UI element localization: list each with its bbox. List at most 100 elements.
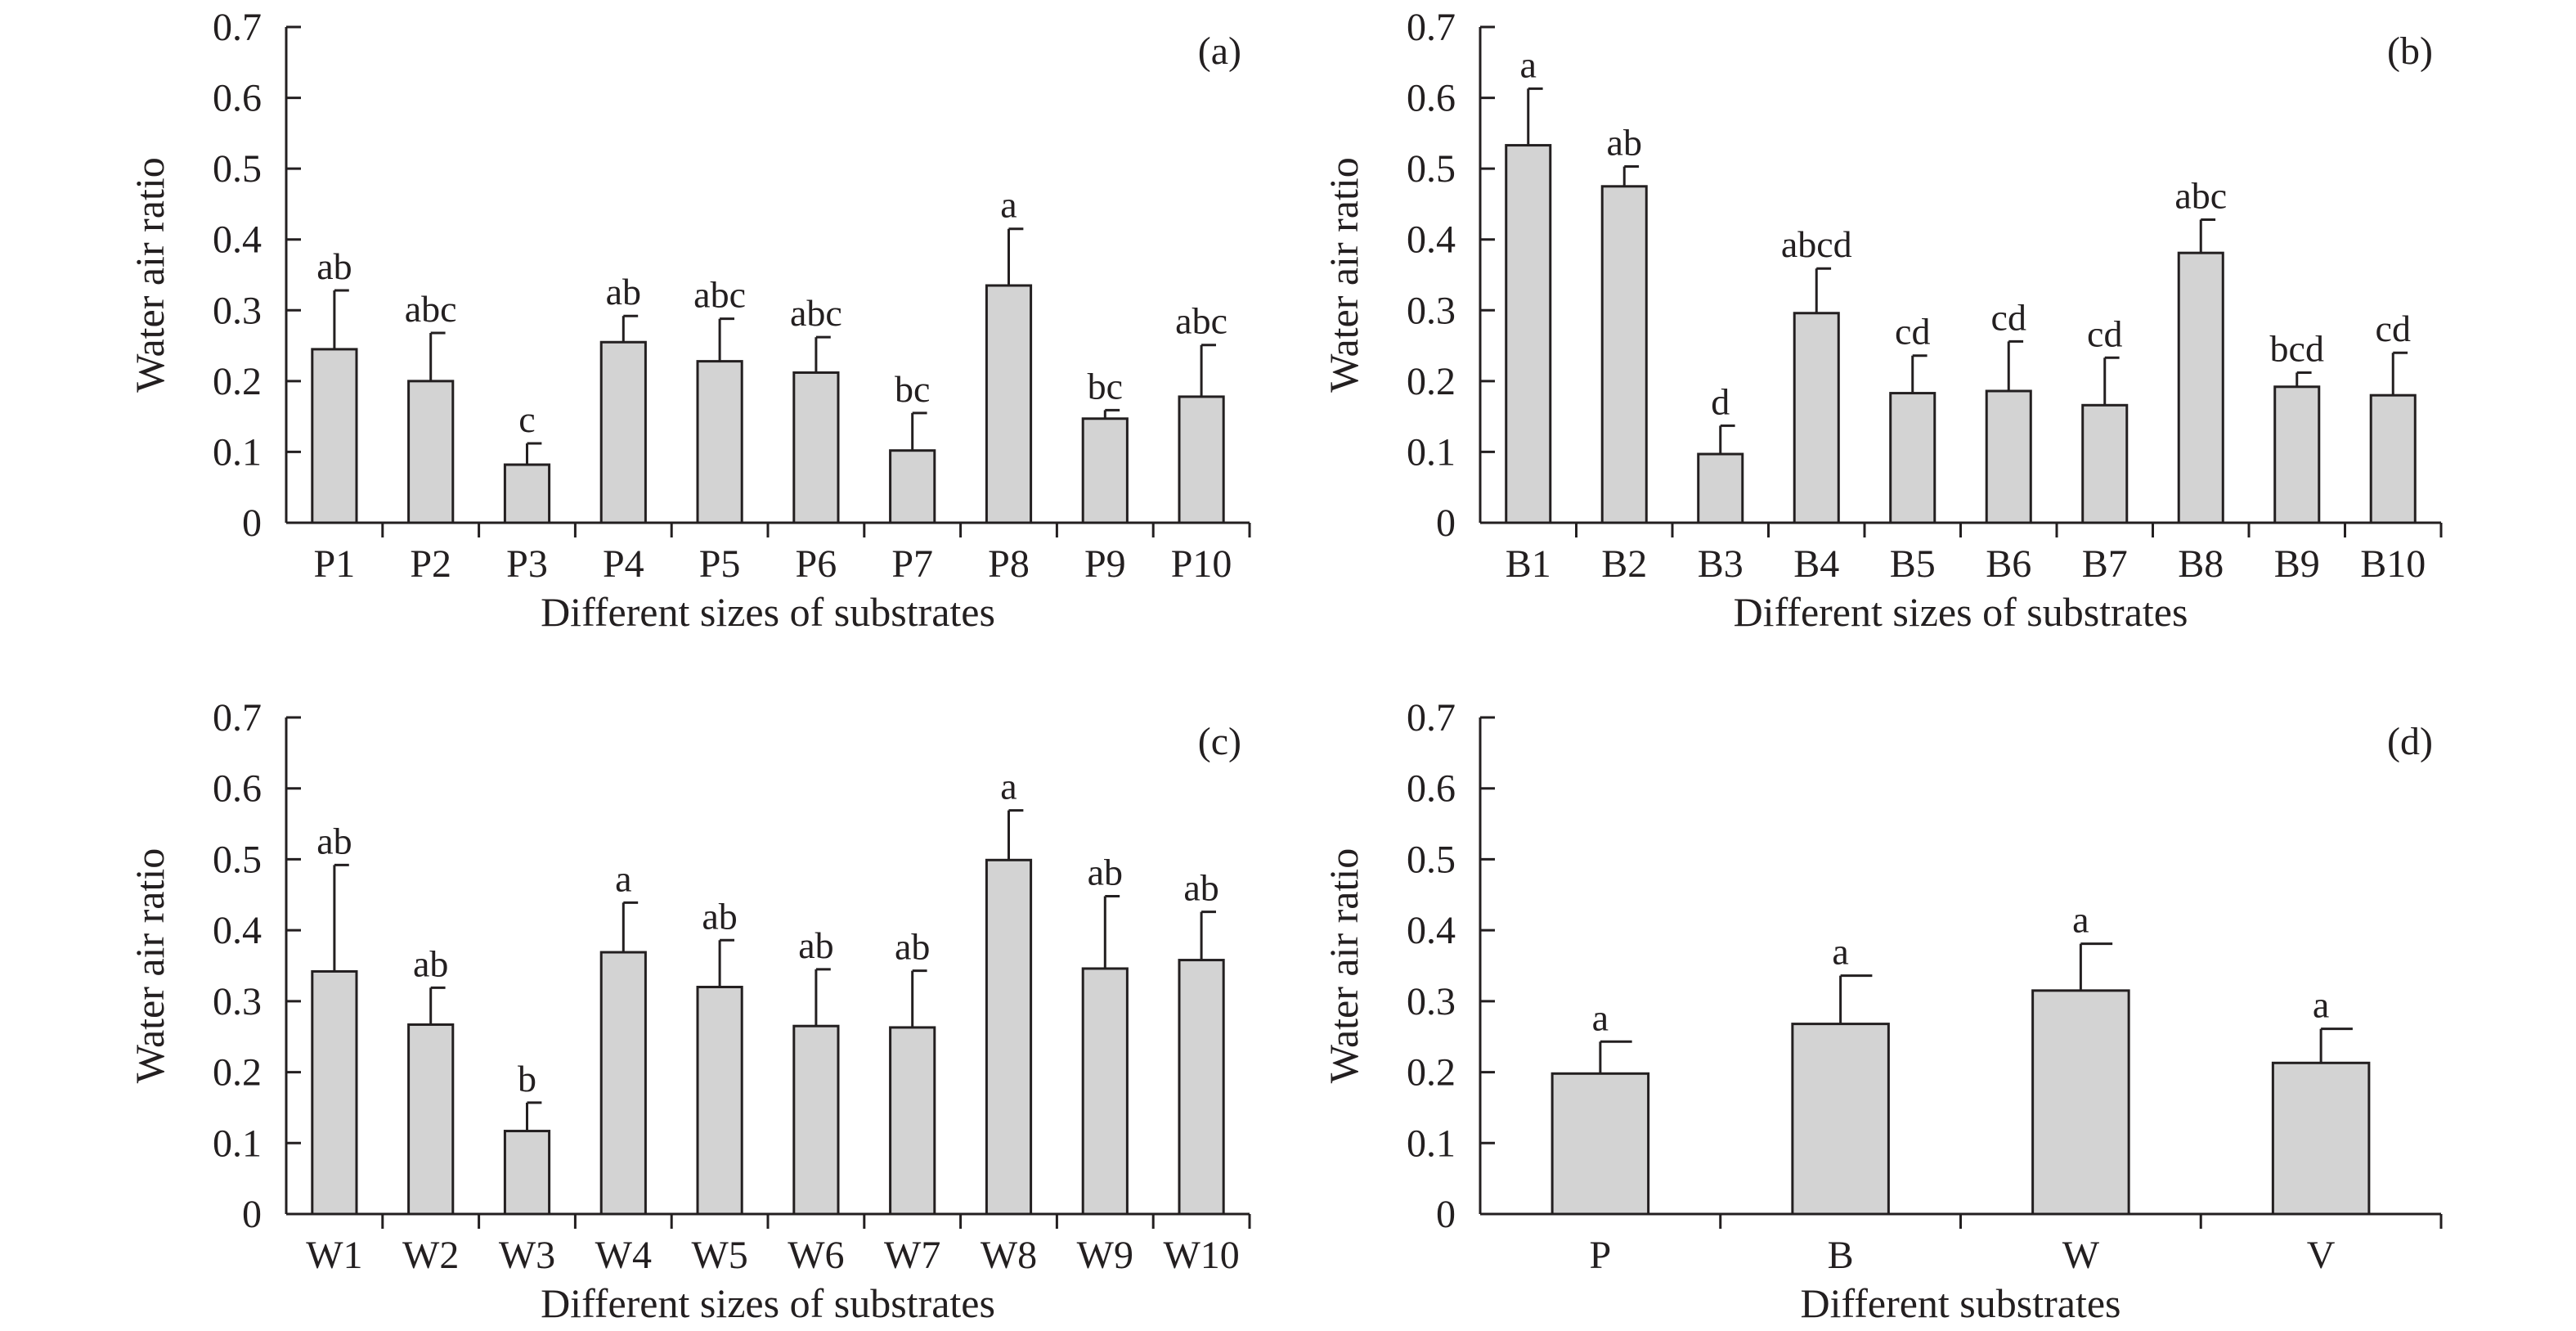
- bar: [696, 360, 743, 524]
- x-tick-label: W4: [595, 1234, 652, 1277]
- bar: [2081, 403, 2129, 524]
- significance-label: a: [1000, 184, 1016, 226]
- bar: [889, 449, 936, 524]
- x-tick-label: W8: [981, 1234, 1037, 1277]
- bar: [503, 1130, 551, 1216]
- bar: [1081, 967, 1129, 1216]
- bar: [985, 284, 1033, 524]
- bar: [2273, 385, 2321, 524]
- significance-label: a: [1000, 766, 1016, 807]
- x-tick-label: B4: [1793, 542, 1839, 586]
- bar: [1697, 452, 1744, 524]
- bar: [2271, 1061, 2371, 1216]
- panel-d: 0 0.1 0.2 0.3 0.4 0.5 0.6 0.7 a Pa Ba Wa V Different …: [1321, 696, 2443, 1326]
- x-tick-label: W9: [1077, 1234, 1133, 1277]
- y-tick-label: 0: [242, 1193, 262, 1236]
- bar: [1985, 389, 2032, 524]
- significance-label: a: [615, 857, 631, 899]
- significance-label: b: [518, 1058, 536, 1099]
- panel-label: (a): [1198, 29, 1241, 73]
- significance-label: ab: [895, 926, 930, 968]
- x-axis-title: Different substrates: [1800, 1280, 2120, 1326]
- y-tick-label: 0.7: [213, 696, 262, 740]
- significance-label: abcd: [1781, 223, 1852, 265]
- bar: [1081, 417, 1129, 524]
- x-tick-label: P: [1590, 1234, 1612, 1277]
- bar: [1505, 144, 1552, 524]
- y-tick-label: 0.6: [213, 77, 262, 120]
- y-tick-label: 0.6: [1407, 767, 1456, 811]
- y-tick-label: 0.7: [1407, 696, 1456, 740]
- significance-label: abc: [1175, 300, 1227, 342]
- significance-label: bc: [1088, 365, 1123, 407]
- x-tick-label: P7: [891, 542, 933, 586]
- y-tick-label: 0.4: [213, 909, 262, 952]
- x-tick-label: B5: [1890, 542, 1936, 586]
- significance-label: a: [1520, 43, 1537, 85]
- bar: [599, 340, 647, 524]
- y-tick-label: 0.4: [213, 218, 262, 262]
- bar: [1551, 1072, 1650, 1216]
- significance-label: ab: [1607, 122, 1642, 164]
- significance-label: abc: [693, 274, 746, 316]
- y-tick-label: 0.1: [213, 1122, 262, 1165]
- x-tick-label: B2: [1601, 542, 1647, 586]
- significance-label: cd: [2376, 308, 2411, 349]
- bar: [503, 463, 551, 524]
- y-axis-title: Water air ratio: [127, 157, 173, 392]
- bar: [889, 1026, 936, 1216]
- y-tick-label: 0.1: [213, 430, 262, 474]
- x-tick-label: W7: [884, 1234, 940, 1277]
- y-tick-label: 0.4: [1407, 218, 1456, 262]
- bar: [1791, 1023, 1890, 1216]
- y-tick-label: 0.7: [1407, 6, 1456, 49]
- significance-label: a: [1592, 996, 1609, 1038]
- panel-label: (c): [1198, 720, 1241, 763]
- significance-label: abc: [405, 288, 457, 330]
- bar: [599, 951, 647, 1216]
- y-tick-label: 0.3: [213, 980, 262, 1023]
- y-tick-label: 0.7: [213, 6, 262, 49]
- x-tick-label: B6: [1986, 542, 2031, 586]
- x-tick-label: W6: [788, 1234, 844, 1277]
- y-axis-title: Water air ratio: [1321, 848, 1367, 1083]
- x-tick-label: B: [1828, 1234, 1854, 1277]
- y-tick-label: 0.5: [1407, 838, 1456, 881]
- x-axis-title: Different sizes of substrates: [541, 589, 995, 635]
- x-tick-label: W2: [402, 1234, 459, 1277]
- x-tick-label: W5: [691, 1234, 747, 1277]
- significance-label: cd: [1895, 311, 1930, 353]
- significance-label: d: [1711, 380, 1730, 422]
- x-tick-label: P2: [410, 542, 451, 586]
- bar: [1600, 185, 1648, 524]
- x-tick-label: B8: [2178, 542, 2224, 586]
- x-tick-label: P6: [796, 542, 837, 586]
- significance-label: ab: [702, 895, 737, 937]
- y-tick-label: 0: [242, 501, 262, 545]
- panel-c: 0 0.1 0.2 0.3 0.4 0.5 0.6 0.7 ab W1 ab W2 b W3 a W4 ab W5…: [127, 696, 1251, 1326]
- significance-label: c: [518, 398, 535, 440]
- y-tick-label: 0.5: [1407, 147, 1456, 191]
- x-tick-label: P3: [506, 542, 548, 586]
- x-axis-title: Different sizes of substrates: [1734, 589, 2188, 635]
- y-tick-label: 0.5: [213, 838, 262, 881]
- y-axis-title: Water air ratio: [127, 848, 173, 1083]
- significance-label: a: [2072, 899, 2089, 941]
- y-tick-label: 0.5: [213, 147, 262, 191]
- y-tick-label: 0.2: [1407, 360, 1456, 403]
- x-tick-label: W: [2062, 1234, 2100, 1277]
- x-tick-label: B10: [2360, 542, 2426, 586]
- x-tick-label: P4: [603, 542, 644, 586]
- bar: [1793, 312, 1840, 524]
- significance-label: ab: [316, 820, 352, 861]
- x-tick-label: P9: [1084, 542, 1126, 586]
- y-tick-label: 0.2: [1407, 1051, 1456, 1095]
- x-tick-label: B7: [2082, 542, 2128, 586]
- x-tick-label: P10: [1171, 542, 1232, 586]
- bar: [407, 380, 455, 524]
- significance-label: cd: [1991, 296, 2026, 338]
- x-tick-label: W1: [306, 1234, 362, 1277]
- bar: [311, 348, 358, 524]
- bar: [2177, 251, 2224, 524]
- significance-label: abc: [2174, 174, 2227, 216]
